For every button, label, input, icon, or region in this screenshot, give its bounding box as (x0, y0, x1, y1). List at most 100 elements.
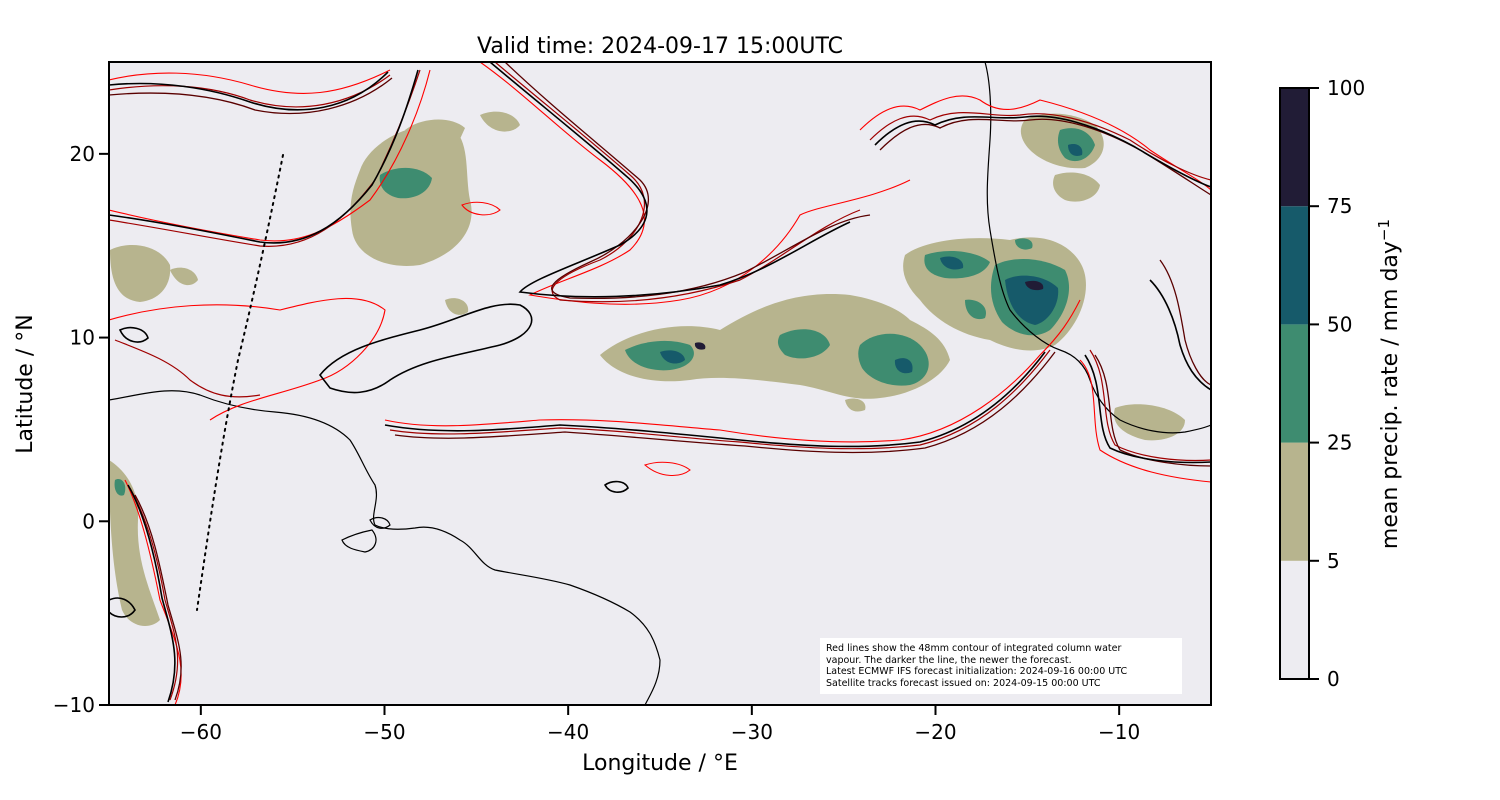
colorbar-label-text: mean precip. rate / mm day (1378, 241, 1403, 549)
colorbar-frame (1279, 87, 1310, 680)
x-tick-label: −20 (914, 720, 956, 744)
wv-contour (127, 484, 176, 703)
colorbar-segment (1280, 560, 1309, 679)
wv-contour (1084, 354, 1211, 464)
satellite-track (196, 154, 284, 611)
wv-contour (394, 351, 1056, 454)
x-axis-label: Longitude / °E (582, 751, 738, 776)
coastline-africa (984, 62, 1211, 434)
colorbar-tick-label: 0 (1327, 667, 1340, 691)
wv-contour (859, 95, 1211, 191)
wv-contour (384, 351, 1046, 448)
precip-region (114, 479, 126, 496)
precip-region (660, 350, 685, 364)
coastline-island (341, 529, 377, 553)
precip-region (777, 329, 830, 359)
coastlines (109, 62, 1211, 705)
colorbar-tick-label: 25 (1327, 431, 1352, 455)
precip-region (940, 256, 964, 270)
precip-region (1068, 144, 1083, 156)
wv-contour (109, 297, 386, 421)
precip-region (1114, 404, 1185, 441)
precip-region (405, 119, 465, 150)
wv-contours-older (109, 62, 1211, 701)
x-tick-label: −10 (1098, 720, 1140, 744)
wv-contour (489, 62, 851, 298)
map-frame (108, 61, 1212, 706)
wv-contour (109, 71, 389, 111)
x-tick-label: −60 (180, 720, 222, 744)
wv-contour (1089, 349, 1211, 462)
wv-contour (118, 326, 149, 343)
colorbar-segment (1280, 88, 1309, 207)
precip-region (109, 460, 160, 626)
precip-region (1015, 238, 1033, 250)
note-line: Red lines show the 48mm contour of integ… (826, 643, 1122, 654)
wv-contour (134, 494, 182, 701)
wv-contour (1149, 279, 1211, 391)
wv-contour (643, 461, 691, 476)
wv-contour (1079, 359, 1211, 483)
wv-contour (389, 349, 1051, 450)
wv-contours-oldest (109, 62, 1211, 705)
wv-contour (109, 69, 419, 244)
y-tick-label: −10 (53, 693, 95, 717)
note-line: Satellite tracks forecast issued on: 202… (826, 677, 1101, 689)
forecast-note-box: Red lines show the 48mm contour of integ… (820, 638, 1182, 694)
precip-region (600, 294, 950, 399)
wv-contour (603, 480, 629, 493)
precip-region (694, 342, 706, 350)
colorbar-tick-label: 75 (1327, 194, 1352, 218)
y-tick-label: 0 (82, 509, 95, 533)
map-background (109, 62, 1211, 705)
map-title: Valid time: 2024-09-17 15:00UTC (477, 34, 843, 59)
wv-contour (129, 487, 179, 701)
wv-contour (318, 303, 533, 394)
wv-contour (869, 112, 1211, 181)
colorbar-segment (1280, 206, 1309, 325)
colorbar-segment (1280, 442, 1309, 561)
colorbar-tick-label: 100 (1327, 76, 1365, 100)
precip-region (445, 298, 469, 315)
colorbar-tick-label: 50 (1327, 312, 1352, 336)
colorbar: 0 5 25 50 75 100 mean precip. rate / mm day−1 (1279, 76, 1403, 691)
x-tick-label: −40 (547, 720, 589, 744)
y-axis-label: Latitude / °N (13, 314, 38, 453)
wv-contours-mid (109, 62, 1211, 701)
x-tick-label: −50 (363, 720, 405, 744)
x-axis: −60 −50 −40 −30 −20 −10 Longitude / °E (180, 705, 1140, 776)
coastline-south-america (109, 390, 661, 705)
map-panel (109, 62, 1211, 705)
precip-region (1025, 280, 1044, 291)
colorbar-label: mean precip. rate / mm day−1 (1375, 219, 1403, 549)
colorbar-label-exponent: −1 (1375, 219, 1393, 241)
y-tick-label: 10 (70, 326, 95, 350)
wv-contour (1094, 354, 1211, 467)
precip-region (170, 267, 198, 286)
coastline-island (369, 516, 391, 529)
wv-contours-newest (109, 62, 1211, 703)
wv-contour (114, 339, 261, 398)
wv-contour (109, 74, 391, 108)
wv-contour (109, 69, 391, 94)
wv-contour (504, 62, 871, 300)
wv-contour (879, 118, 1211, 196)
precip-region (894, 358, 913, 374)
colorbar-tick-label: 5 (1327, 549, 1340, 573)
precip-region (858, 333, 929, 386)
precip-region (379, 167, 432, 199)
wv-contour (109, 77, 393, 115)
wv-contour (461, 201, 501, 216)
wv-contour (384, 299, 1081, 443)
precip-region (1053, 172, 1100, 202)
note-line: Latest ECMWF IFS forecast initialization… (826, 666, 1128, 677)
x-tick-label: −30 (731, 720, 773, 744)
precip-region (965, 299, 986, 320)
precip-region (110, 245, 171, 302)
note-line: vapour. The darker the line, the newer t… (826, 654, 1072, 666)
precip-region (1005, 275, 1059, 325)
precip-region (845, 398, 866, 412)
colorbar-segment (1280, 324, 1309, 443)
y-tick-label: 20 (70, 142, 95, 166)
